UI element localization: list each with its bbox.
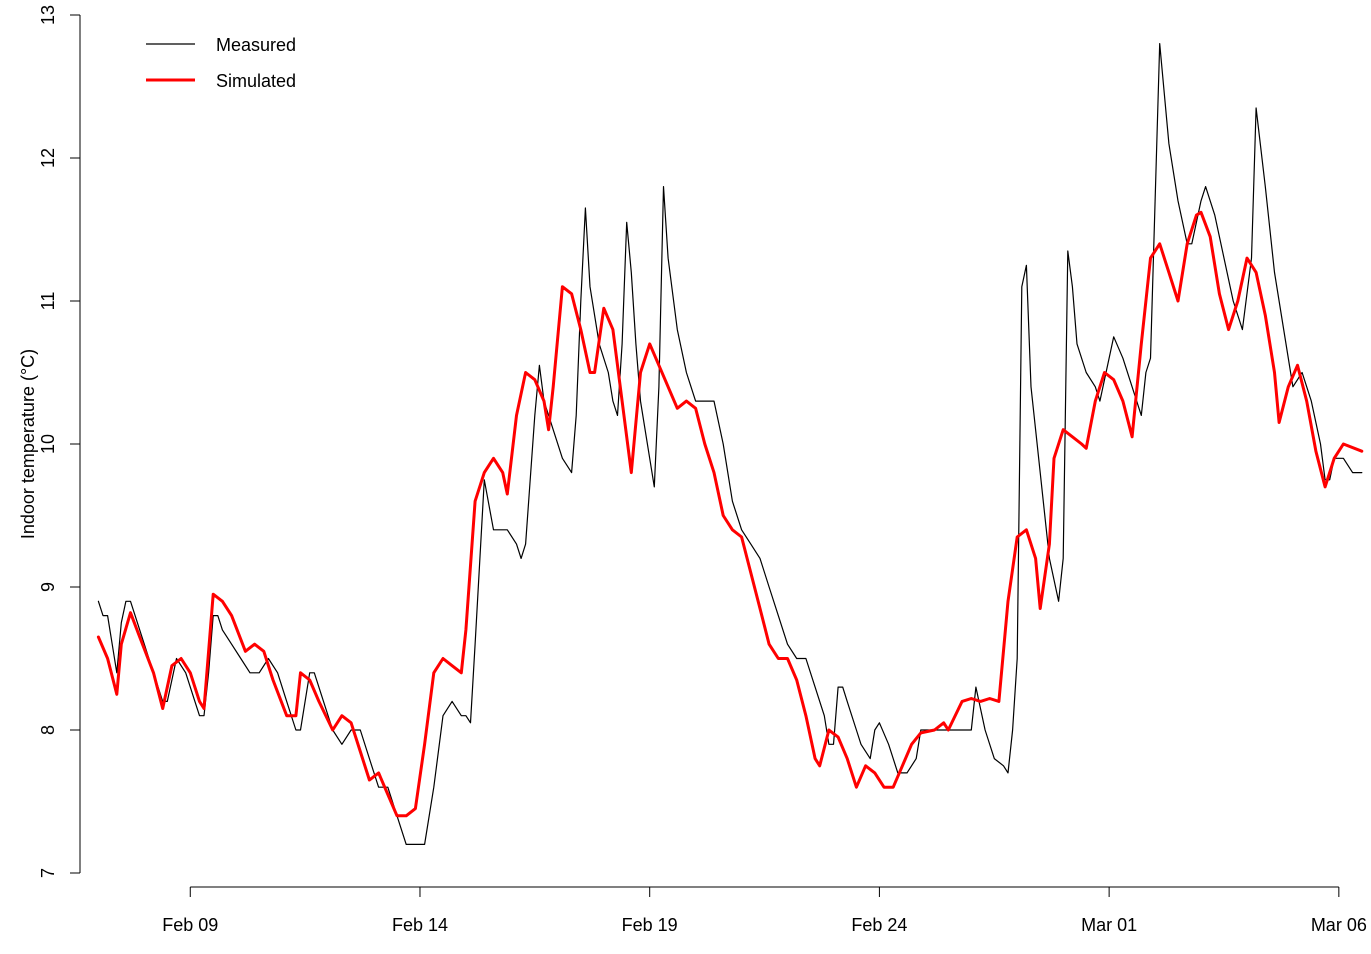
y-tick-label: 12 bbox=[38, 148, 58, 168]
series-line-measured bbox=[97, 43, 1363, 845]
series-lines bbox=[96, 43, 1364, 845]
legend-label-measured: Measured bbox=[216, 35, 296, 55]
y-tick-label: 8 bbox=[38, 725, 58, 735]
x-tick-label: Feb 24 bbox=[851, 915, 907, 935]
y-tick-label: 11 bbox=[38, 292, 58, 311]
y-tick-label: 7 bbox=[38, 868, 58, 878]
x-tick-label: Feb 14 bbox=[392, 915, 448, 935]
x-tick-label: Feb 09 bbox=[162, 915, 218, 935]
x-tick-label: Mar 06 bbox=[1311, 915, 1367, 935]
x-tick-label: Feb 19 bbox=[622, 915, 678, 935]
series-line-simulated bbox=[96, 210, 1364, 818]
legend: Measured Simulated bbox=[146, 35, 296, 91]
y-tick-label: 13 bbox=[38, 5, 58, 25]
y-tick-label: 9 bbox=[38, 582, 58, 592]
y-axis-title: Indoor temperature (°C) bbox=[18, 349, 38, 539]
axes: 7 8 9 10 11 12 13 Feb 09 Feb 14 Feb 19 Feb 24 Mar 0… bbox=[38, 5, 1367, 935]
y-tick-label: 10 bbox=[38, 434, 58, 454]
x-tick-label: Mar 01 bbox=[1081, 915, 1137, 935]
legend-label-simulated: Simulated bbox=[216, 71, 296, 91]
